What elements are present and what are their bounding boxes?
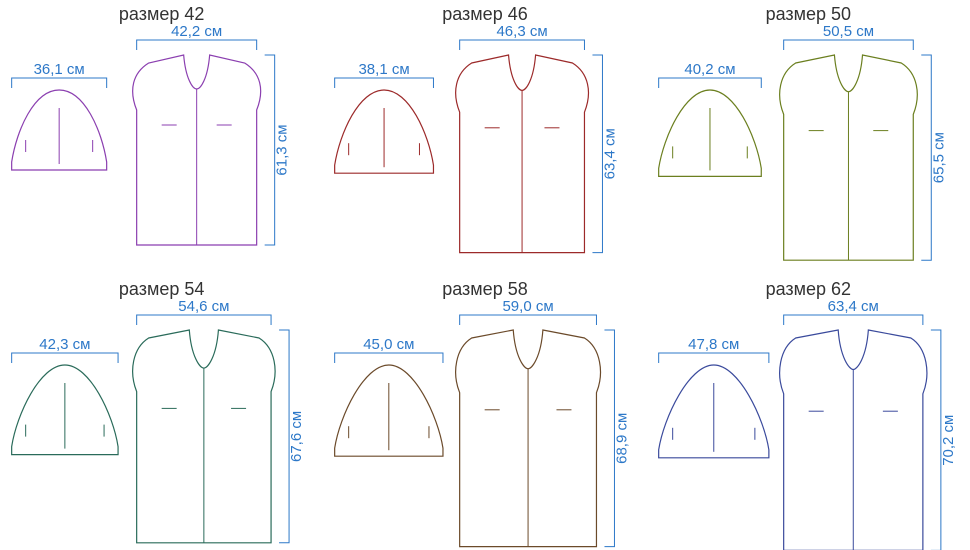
dim-body-height-label: 68,9 см <box>614 413 631 464</box>
dim-sleeve-width-line <box>335 353 443 363</box>
dim-body-width-label: 46,3 см <box>497 23 548 40</box>
pattern-cell: размер 6263,4 см70,2 см47,8 см <box>647 275 970 550</box>
dim-body-height-label: 63,4 см <box>602 128 619 179</box>
dim-sleeve-width-line <box>658 353 768 363</box>
dim-sleeve-width-label: 40,2 см <box>684 61 735 78</box>
pattern-svg: 46,3 см 63,4 см 38,1 см <box>323 0 646 275</box>
dim-body-width-line <box>137 40 257 50</box>
dim-sleeve-width-label: 42,3 см <box>39 336 90 353</box>
dim-sleeve-width-label: 36,1 см <box>34 61 85 78</box>
dim-body-height-label: 65,5 см <box>930 132 947 183</box>
dim-body-height-label: 67,6 см <box>288 411 305 462</box>
pattern-cell: размер 5454,6 см67,6 см42,3 см <box>0 275 323 550</box>
dim-sleeve-width-label: 38,1 см <box>359 61 410 78</box>
dim-body-width-label: 59,0 см <box>503 298 554 315</box>
dim-body-width-label: 54,6 см <box>178 298 229 315</box>
pattern-svg: 50,5 см 65,5 см 40,2 см <box>647 0 970 275</box>
dim-sleeve-width-label: 45,0 см <box>364 336 415 353</box>
dim-sleeve-width-line <box>12 353 118 363</box>
dim-body-width-label: 63,4 см <box>827 298 878 315</box>
dim-body-width-line <box>460 315 597 325</box>
pattern-cell: размер 5050,5 см65,5 см40,2 см <box>647 0 970 275</box>
pattern-cell: размер 5859,0 см68,9 см45,0 см <box>323 275 646 550</box>
dim-sleeve-width-line <box>12 78 107 88</box>
dim-sleeve-width-line <box>335 78 434 88</box>
pattern-cell: размер 4242,2 см61,3 см36,1 см <box>0 0 323 275</box>
pattern-cell: размер 4646,3 см63,4 см38,1 см <box>323 0 646 275</box>
dim-sleeve-width-label: 47,8 см <box>688 336 739 353</box>
dim-body-height-label: 61,3 см <box>274 124 291 175</box>
dim-body-width-line <box>137 315 271 325</box>
dim-body-width-line <box>783 40 913 50</box>
dim-body-width-line <box>460 40 585 50</box>
dim-body-width-line <box>783 315 922 325</box>
pattern-svg: 54,6 см 67,6 см 42,3 см <box>0 275 323 550</box>
pattern-svg: 63,4 см 70,2 см 47,8 см <box>647 275 970 550</box>
dim-body-height-label: 70,2 см <box>940 415 957 466</box>
dim-body-width-label: 42,2 см <box>171 23 222 40</box>
pattern-svg: 42,2 см 61,3 см 36,1 см <box>0 0 323 275</box>
dim-body-width-label: 50,5 см <box>823 23 874 40</box>
dim-sleeve-width-line <box>658 78 761 88</box>
pattern-svg: 59,0 см 68,9 см 45,0 см <box>323 275 646 550</box>
